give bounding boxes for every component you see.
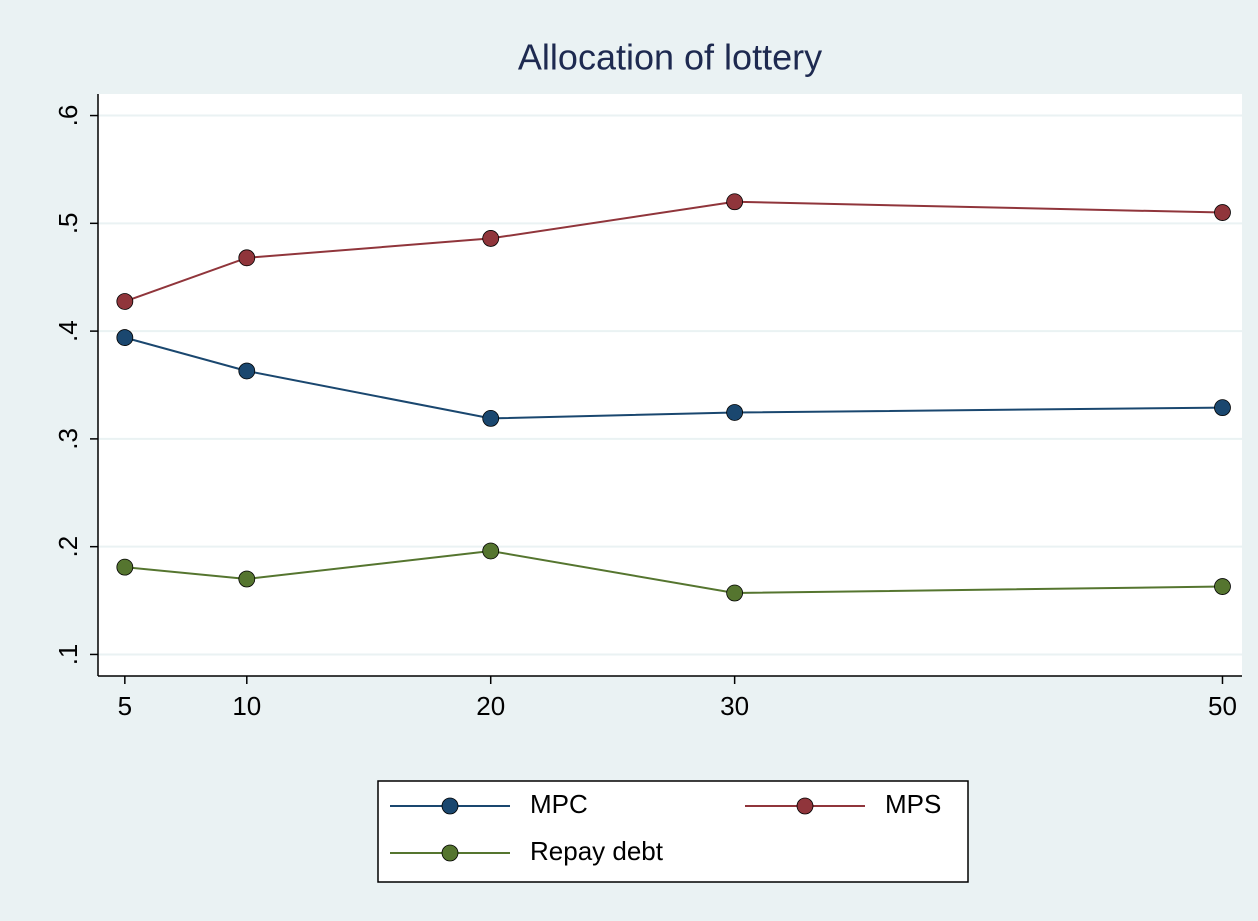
point (238, 362, 256, 380)
point (1214, 204, 1231, 221)
point (482, 230, 500, 247)
legend-box (377, 780, 969, 883)
point (238, 249, 256, 267)
point (116, 558, 134, 576)
x-tick-label: 50 (1208, 691, 1237, 721)
chart-title: Allocation of lottery (518, 37, 822, 78)
point (482, 410, 500, 427)
point (1214, 399, 1231, 417)
y-tick-label: .3 (53, 428, 83, 450)
y-tick-label: .4 (53, 320, 83, 342)
x-tick-label: 10 (232, 691, 261, 721)
x-tick-label: 5 (118, 691, 132, 721)
y-tick-label: .6 (53, 105, 83, 127)
point (1214, 578, 1231, 595)
legend-label: MPS (885, 789, 941, 819)
legend-marker (441, 797, 459, 815)
point (482, 542, 500, 560)
y-tick-label: .2 (53, 536, 83, 558)
point (116, 329, 134, 346)
legend-marker (441, 844, 459, 862)
point (726, 404, 744, 421)
point (726, 584, 744, 602)
legend-marker (796, 797, 814, 815)
point (726, 193, 744, 211)
y-tick-label: .1 (53, 644, 83, 666)
x-tick-label: 30 (720, 691, 749, 721)
point (116, 293, 134, 310)
x-tick-label: 20 (476, 691, 505, 721)
y-tick-label: .5 (53, 212, 83, 234)
point (238, 570, 256, 588)
legend-label: MPC (530, 789, 588, 819)
plot-area (98, 94, 1242, 676)
legend-label: Repay debt (530, 836, 664, 866)
